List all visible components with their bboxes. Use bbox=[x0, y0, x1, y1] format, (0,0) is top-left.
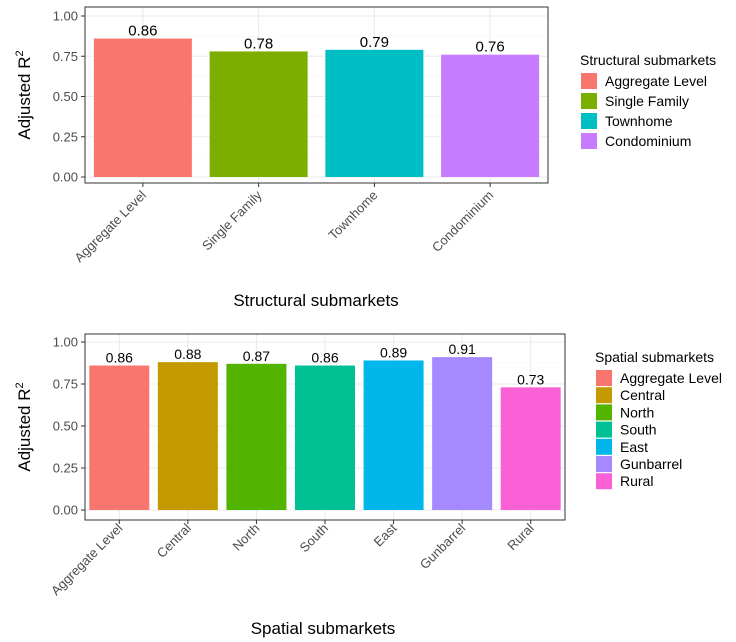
legend-swatch-4 bbox=[596, 421, 612, 438]
bar-4 bbox=[295, 365, 355, 510]
x-tick-label: East bbox=[371, 520, 400, 549]
data-label: 0.86 bbox=[311, 350, 338, 366]
x-tick-label: South bbox=[296, 521, 331, 556]
y-axis-title-text: Adjusted R bbox=[15, 56, 34, 139]
y-tick-label: 1.00 bbox=[53, 335, 78, 350]
legend-item-label: Gunbarrel bbox=[620, 456, 682, 472]
x-tick-label: North bbox=[229, 521, 262, 554]
x-tick-label: Condominium bbox=[429, 188, 496, 255]
y-tick-label: 0.75 bbox=[53, 49, 78, 64]
panel-border bbox=[84, 6, 549, 184]
legend: Spatial submarkets Aggregate LevelCentral… bbox=[595, 349, 722, 490]
legend-swatch-4 bbox=[581, 133, 597, 149]
legend-title: Spatial submarkets bbox=[595, 349, 714, 365]
y-tick-label: 0.25 bbox=[53, 461, 78, 476]
y-tick-label: 1.00 bbox=[53, 9, 78, 24]
y-axis-title-superscript: 2 bbox=[14, 382, 26, 388]
legend-swatch-2 bbox=[581, 93, 597, 109]
legend-swatch-1 bbox=[581, 73, 597, 89]
legend-item-label: North bbox=[620, 404, 654, 420]
legend-swatch-3 bbox=[596, 404, 612, 421]
x-tick-label: Townhome bbox=[325, 188, 380, 243]
y-tick-label: 0.25 bbox=[53, 129, 78, 144]
data-label: 0.87 bbox=[243, 348, 270, 364]
legend-swatch-1 bbox=[596, 370, 612, 386]
bar-3 bbox=[325, 49, 424, 178]
x-tick-label: Single Family bbox=[199, 187, 265, 253]
y-tick-label: 0.00 bbox=[53, 170, 78, 185]
data-label: 0.91 bbox=[449, 341, 476, 357]
legend-item-label: South bbox=[620, 422, 657, 438]
bar-1 bbox=[93, 38, 192, 177]
chart-panel-1: 0.86 0.78 0.79 0.76 0.00 0.25 0.50 0.75 1.00 Aggr… bbox=[14, 6, 716, 310]
bar-1 bbox=[89, 365, 150, 510]
y-tick-label: 0.75 bbox=[53, 377, 78, 392]
legend-item-label: Central bbox=[620, 387, 665, 403]
bar-2 bbox=[157, 362, 218, 510]
legend-swatch-5 bbox=[596, 438, 612, 455]
data-label: 0.86 bbox=[106, 350, 133, 366]
y-tick-label: 0.00 bbox=[53, 503, 78, 518]
data-label: 0.78 bbox=[244, 35, 273, 52]
y-axis-title: Adjusted R2 bbox=[14, 382, 34, 471]
y-tick-label: 0.50 bbox=[53, 89, 78, 104]
legend-item-label: Aggregate Level bbox=[605, 73, 707, 89]
legend-item-label: Aggregate Level bbox=[620, 370, 722, 386]
legend-item-label: Single Family bbox=[605, 93, 689, 109]
legend: Structural submarkets Aggregate Level Sing… bbox=[580, 52, 716, 149]
legend-swatch-6 bbox=[596, 456, 612, 472]
bar-2 bbox=[209, 51, 308, 177]
legend-title: Structural submarkets bbox=[580, 52, 716, 68]
chart-panel-2: 0.86 0.88 0.87 0.86 0.89 0.91 0.73 0.00 0.25 0.50… bbox=[14, 333, 722, 638]
y-tick-label: 0.50 bbox=[53, 419, 78, 434]
y-axis-title-superscript: 2 bbox=[14, 50, 26, 56]
legend-item-label: Rural bbox=[620, 473, 653, 489]
x-axis-title: Spatial submarkets bbox=[251, 619, 396, 638]
legend-item-label: Condominium bbox=[605, 133, 691, 149]
x-tick-label: Central bbox=[154, 520, 194, 560]
data-label: 0.73 bbox=[517, 371, 544, 387]
data-label: 0.89 bbox=[380, 344, 407, 360]
bar-4 bbox=[441, 54, 540, 177]
data-label: 0.88 bbox=[174, 346, 201, 362]
bar-6 bbox=[432, 357, 493, 510]
bar-5 bbox=[363, 360, 424, 510]
x-tick-label: Aggregate Level bbox=[71, 187, 149, 265]
y-axis-title: Adjusted R2 bbox=[14, 50, 34, 139]
legend-swatch-2 bbox=[596, 387, 612, 404]
data-label: 0.79 bbox=[360, 34, 389, 51]
legend-item-label: Townhome bbox=[605, 113, 673, 129]
data-label: 0.86 bbox=[128, 23, 157, 40]
legend-item-label: East bbox=[620, 439, 648, 455]
x-tick-label: Rural bbox=[504, 520, 537, 553]
y-axis-title-text: Adjusted R bbox=[15, 388, 34, 471]
bar-7 bbox=[500, 387, 561, 510]
legend-swatch-3 bbox=[581, 113, 597, 129]
x-tick-label: Aggregate Level bbox=[48, 520, 126, 598]
bar-3 bbox=[226, 363, 287, 510]
x-axis-title: Structural submarkets bbox=[233, 291, 398, 310]
legend-swatch-7 bbox=[596, 473, 612, 490]
data-label: 0.76 bbox=[476, 39, 505, 56]
x-tick-label: Gunbarrel bbox=[417, 520, 469, 572]
